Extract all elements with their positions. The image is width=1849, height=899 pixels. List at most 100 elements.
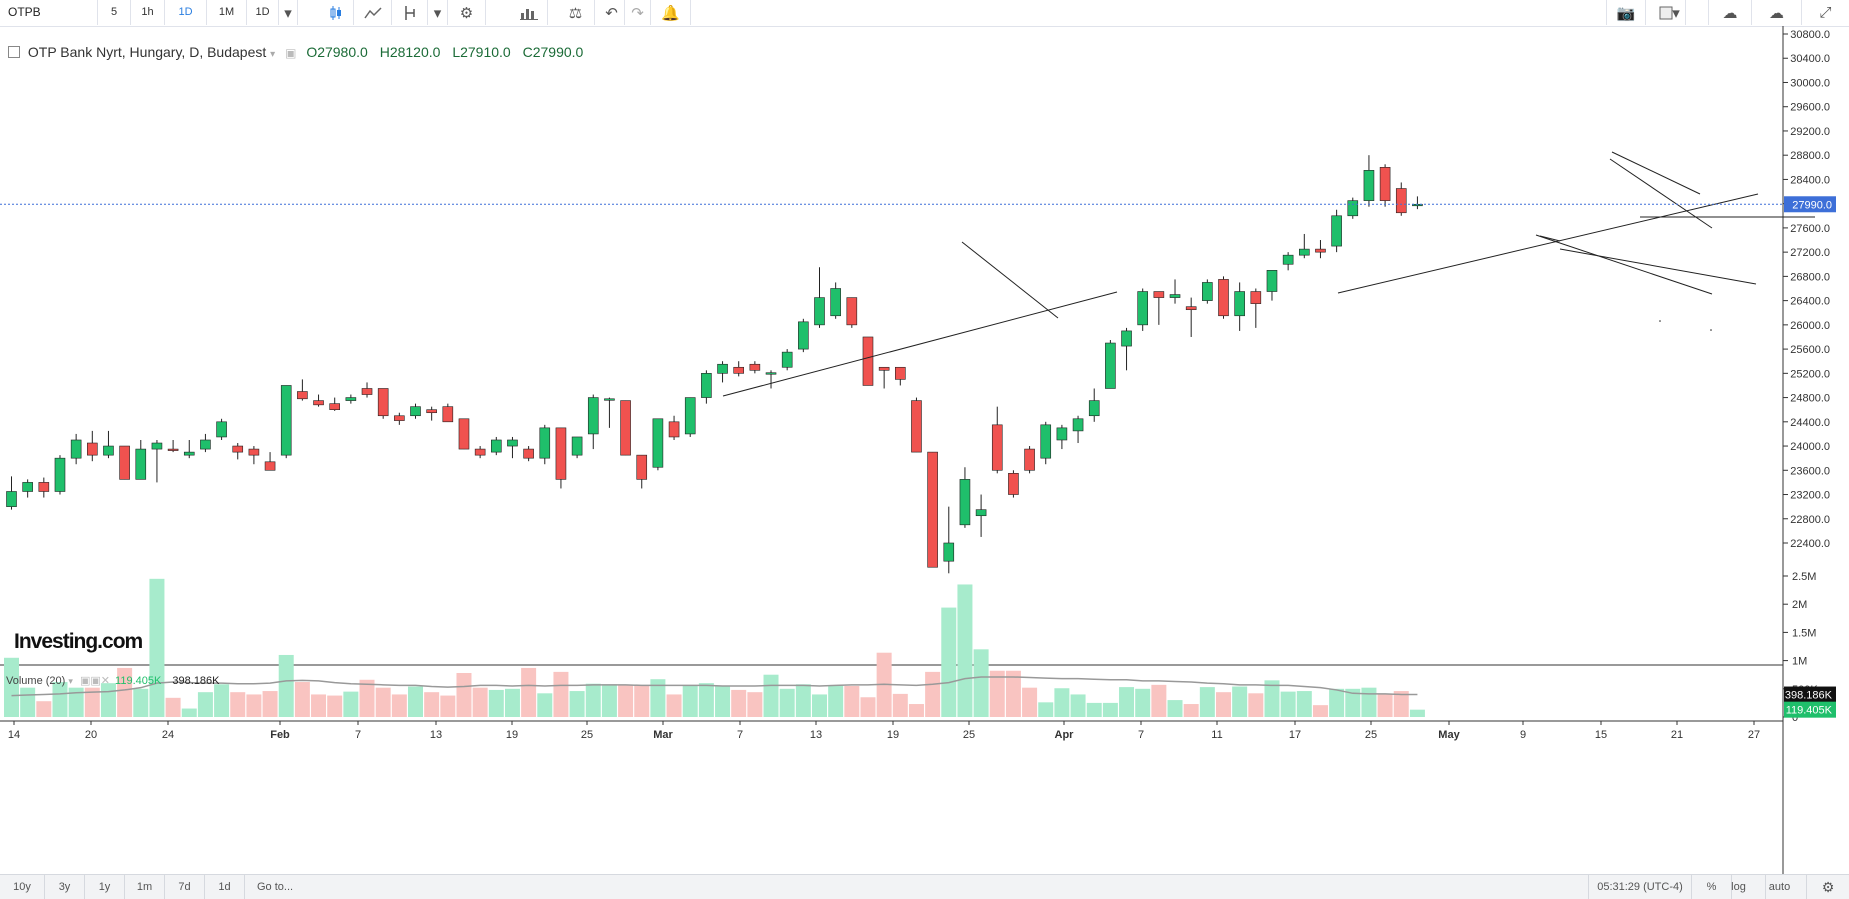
time-tick-label: 20 (85, 729, 97, 741)
chevron-down-icon[interactable]: ▾ (428, 0, 448, 25)
price-chart[interactable]: 22400.0 22800.0 23200.0 23600.0 24000.0 24400… (0, 26, 1849, 874)
legend-settings-icon[interactable]: ▣ (285, 46, 297, 60)
time-tick-label: Mar (653, 729, 673, 741)
interval-1d-button[interactable]: 1D (165, 0, 207, 25)
auto-scale-button[interactable]: auto (1753, 875, 1807, 899)
candle (765, 370, 777, 389)
volume-bar (1232, 686, 1248, 717)
candle-body (167, 448, 179, 451)
compare-scale-icon[interactable]: ⚖ (557, 0, 595, 25)
volume-settings-icon[interactable]: ▣▣✕ (79, 675, 110, 687)
interval-1h-button[interactable]: 1h (131, 0, 165, 25)
volume-bar (1280, 691, 1296, 717)
candle (1008, 470, 1019, 498)
volume-bar (682, 685, 698, 717)
candle (70, 433, 82, 465)
range-10y-button[interactable]: 10y (0, 875, 45, 899)
interval-1m-button[interactable]: 1M (207, 0, 247, 25)
range-7d-button[interactable]: 7d (165, 875, 205, 899)
range-1y-button[interactable]: 1y (85, 875, 125, 899)
candle (313, 394, 324, 407)
time-tick-label: 25 (963, 729, 975, 741)
volume-bar (973, 649, 989, 717)
volume-label: Volume (20) (6, 675, 66, 687)
candle-body (1234, 291, 1245, 317)
candle (1024, 446, 1035, 474)
volume-ma-line (11, 676, 1418, 697)
candle-body (1282, 254, 1294, 265)
alert-bell-icon[interactable]: 🔔 (651, 0, 691, 25)
candle-body (1363, 170, 1375, 201)
candle-body (1024, 448, 1035, 471)
candle (377, 388, 389, 419)
candle-body (216, 421, 227, 438)
range-3y-button[interactable]: 3y (45, 875, 85, 899)
volume-bar (1216, 692, 1231, 717)
log-scale-button[interactable]: log (1712, 875, 1766, 899)
price-tick-label: 26400.0 (1790, 296, 1830, 308)
volume-bar (1248, 693, 1264, 717)
candle-body (636, 454, 648, 480)
volume-bar (1167, 700, 1183, 717)
legend-dropdown-icon[interactable]: ▾ (270, 49, 276, 60)
volume-bar (117, 667, 133, 717)
volume-bar (165, 697, 181, 717)
candle (248, 446, 260, 465)
cloud-upload-icon[interactable]: ☁ (1752, 0, 1802, 25)
price-tick-label: 22800.0 (1790, 514, 1830, 526)
symbol-input[interactable]: OTPB (0, 0, 98, 25)
price-tick-label: 28400.0 (1790, 174, 1830, 186)
candlestick-icon[interactable] (318, 0, 354, 25)
gear-icon[interactable]: ⚙ (448, 0, 486, 25)
candle-body (830, 288, 841, 317)
chart-legend: OTP Bank Nyrt, Hungary, D, Budapest ▾ ▣ … (8, 44, 583, 60)
indicators-icon[interactable] (392, 0, 428, 25)
candle-body (1379, 167, 1391, 201)
volume-bar (472, 687, 488, 717)
candle-body (862, 336, 874, 386)
volume-ma-badge-label: 398.186K (1785, 690, 1833, 702)
percent-scale-button[interactable]: % (1692, 875, 1732, 899)
volume-bar (4, 657, 19, 717)
candle (329, 397, 341, 411)
line-chart-icon[interactable] (354, 0, 392, 25)
gear-icon[interactable]: ⚙ (1821, 879, 1835, 895)
range-1m-button[interactable]: 1m (125, 875, 165, 899)
chevron-down-icon[interactable]: ▾ (1672, 4, 1680, 22)
goto-date-button[interactable]: Go to... (257, 881, 294, 893)
template-icon[interactable] (1646, 0, 1686, 25)
candle (814, 267, 825, 328)
price-tick-label: 29600.0 (1790, 102, 1830, 114)
fullscreen-icon[interactable]: ⤢ (1819, 4, 1832, 21)
candle (151, 439, 163, 483)
candle (1169, 279, 1181, 304)
volume-dropdown-icon[interactable]: ▾ (68, 676, 73, 686)
candle (1250, 288, 1262, 328)
volume-bar (795, 684, 811, 717)
volume-bar (214, 684, 230, 717)
price-tick-label: 24000.0 (1790, 441, 1830, 453)
bar-chart-icon[interactable] (510, 0, 548, 25)
candle-body (297, 391, 308, 400)
camera-icon[interactable]: 📷 (1606, 0, 1646, 25)
redo-icon[interactable]: ↷ (625, 0, 651, 25)
chevron-down-icon[interactable]: ▾ (279, 0, 298, 25)
time-tick-label: 9 (1520, 729, 1526, 741)
volume-bar (989, 670, 1005, 717)
candle-body (539, 427, 551, 459)
undo-icon[interactable]: ↶ (599, 0, 625, 25)
volume-bar (343, 691, 359, 717)
candle (1040, 421, 1052, 465)
interval-dropdown-button[interactable]: 1D (247, 0, 279, 25)
volume-last-badge-label: 119.405K (1786, 705, 1833, 717)
trend-line-drawing (1337, 193, 1759, 294)
candle (1105, 340, 1116, 389)
cloud-download-icon[interactable]: ☁ (1708, 0, 1752, 25)
price-tick-label: 23600.0 (1790, 465, 1830, 477)
collapse-legend-icon[interactable] (8, 46, 20, 58)
interval-5-button[interactable]: 5 (98, 0, 131, 25)
range-1d-button[interactable]: 1d (205, 875, 245, 899)
volume-bar (1329, 688, 1345, 717)
candle (135, 439, 147, 480)
candle (636, 454, 648, 489)
